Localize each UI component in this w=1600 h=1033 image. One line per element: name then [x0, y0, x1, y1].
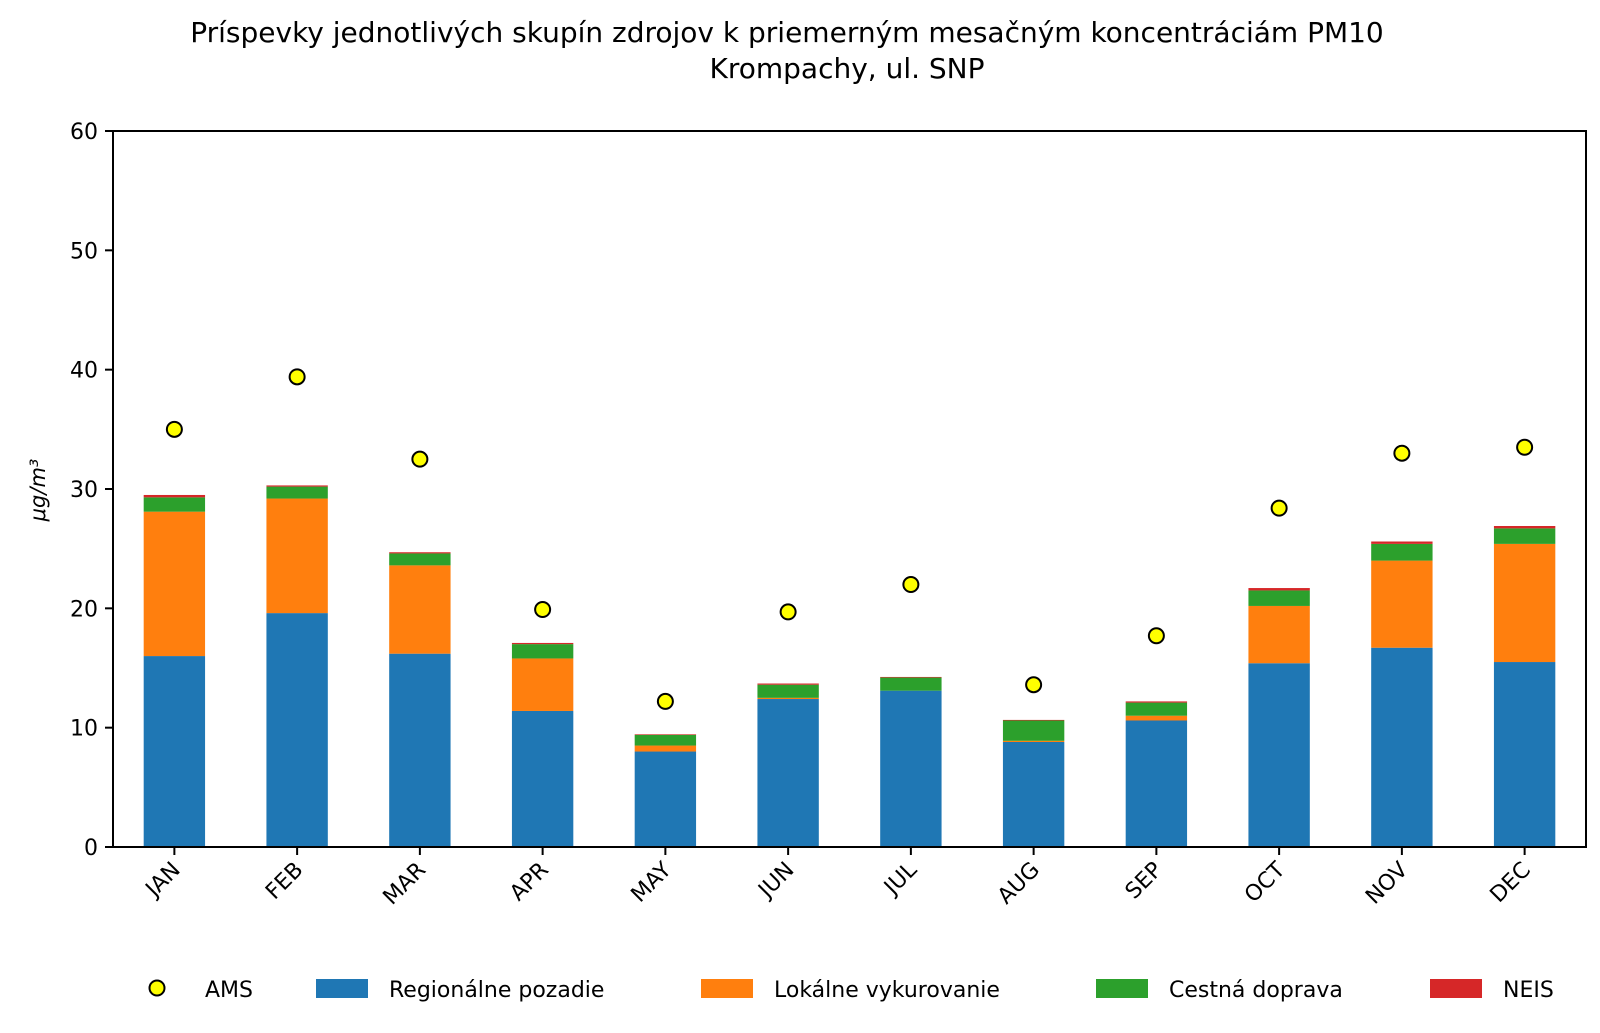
bar-cestná-doprava-may [634, 734, 697, 746]
bar-regionálne-pozadie-mar [389, 653, 451, 847]
bar-cestná-doprava-nov [1371, 543, 1433, 561]
bar-regionálne-pozadie-jun [757, 699, 819, 847]
y-tick-label: 30 [70, 478, 98, 503]
bar-cestná-doprava-jun [757, 684, 819, 698]
ams-marker-may [656, 692, 674, 710]
bar-neis-sep [1125, 701, 1188, 703]
bar-cestná-doprava-jul [880, 677, 942, 691]
bar-neis-may [634, 734, 697, 735]
bar-lokálne-vykurovanie-may [634, 745, 697, 752]
ams-marker-oct [1270, 499, 1288, 517]
y-tick-label: 50 [70, 239, 98, 264]
legend-swatch-lokálne-vykurovanie [701, 979, 753, 998]
bar-cestná-doprava-feb [266, 486, 328, 499]
x-tick-label: APR [505, 858, 554, 907]
y-tick-label: 20 [70, 597, 98, 622]
ams-marker-jun [779, 603, 797, 621]
x-tick-label: FEB [261, 858, 308, 905]
legend-label-cestná-doprava: Cestná doprava [1169, 978, 1343, 1003]
bar-neis-jan [143, 494, 206, 498]
x-tick-label: JUL [878, 857, 922, 901]
x-tick-label: OCT [1240, 857, 1291, 908]
bar-lokálne-vykurovanie-nov [1371, 560, 1433, 648]
ams-marker-sep [1147, 627, 1165, 645]
bar-regionálne-pozadie-sep [1125, 720, 1188, 847]
legend-label-ams: AMS [205, 978, 253, 1003]
legend-label-regionálne-pozadie: Regionálne pozadie [389, 978, 604, 1003]
bar-lokálne-vykurovanie-feb [266, 498, 328, 614]
legend: AMS Regionálne pozadie Lokálne vykurovanie… [148, 978, 1554, 1003]
bar-lokálne-vykurovanie-oct [1248, 605, 1310, 664]
bar-cestná-doprava-dec [1493, 528, 1556, 544]
ams-marker-jul [902, 575, 920, 593]
bar-neis-jul [880, 676, 942, 678]
x-axis: JAN FEB MAR APR MAY JUN JUL AUG SEP OCT NOV DEC [140, 847, 1536, 910]
bar-lokálne-vykurovanie-sep [1125, 715, 1188, 721]
ams-marker-aug [1025, 676, 1043, 694]
bar-neis-mar [389, 552, 451, 554]
bar-cestná-doprava-aug [1002, 720, 1065, 741]
bar-regionálne-pozadie-aug [1002, 741, 1065, 847]
bar-lokálne-vykurovanie-jun [757, 697, 819, 700]
bar-regionálne-pozadie-dec [1493, 662, 1556, 847]
y-axis: 0 10 20 30 40 50 60 [70, 120, 113, 861]
y-tick-label: 40 [70, 359, 98, 384]
bar-regionálne-pozadie-jul [880, 690, 942, 847]
x-tick-label: MAY [627, 857, 677, 907]
bar-neis-oct [1248, 588, 1310, 591]
bar-lokálne-vykurovanie-dec [1493, 543, 1556, 663]
bar-cestná-doprava-mar [389, 553, 451, 566]
bar-layer [143, 485, 1556, 847]
y-tick-label: 60 [70, 120, 98, 145]
ams-marker-mar [411, 450, 429, 468]
plot-frame [112, 130, 1587, 848]
legend-label-neis: NEIS [1503, 978, 1554, 1003]
bar-cestná-doprava-jan [143, 497, 206, 512]
bar-lokálne-vykurovanie-mar [389, 565, 451, 654]
ams-marker-jan [165, 420, 183, 438]
legend-swatch-cestná-doprava [1096, 979, 1148, 998]
bar-cestná-doprava-sep [1125, 702, 1188, 716]
x-tick-label: JUN [753, 858, 800, 905]
bar-neis-aug [1002, 719, 1065, 721]
ams-marker-layer [165, 368, 1534, 710]
bar-neis-dec [1493, 525, 1556, 529]
legend-label-lokálne-vykurovanie: Lokálne vykurovanie [774, 978, 1000, 1003]
chart-title: Príspevky jednotlivých skupín zdrojov k … [190, 16, 1384, 49]
bar-regionálne-pozadie-jan [143, 656, 206, 847]
ams-marker-dec [1516, 438, 1534, 456]
bar-cestná-doprava-apr [511, 644, 574, 659]
bar-neis-apr [511, 642, 574, 645]
legend-swatch-neis [1430, 979, 1482, 998]
legend-swatch-regionálne-pozadie [316, 979, 368, 998]
chart-subtitle: Krompachy, ul. SNP [709, 52, 984, 85]
bar-regionálne-pozadie-oct [1248, 663, 1310, 847]
bar-neis-jun [757, 683, 819, 685]
ams-marker-feb [288, 368, 306, 386]
ams-marker-nov [1393, 444, 1411, 462]
bar-regionálne-pozadie-feb [266, 613, 328, 847]
bar-neis-nov [1371, 541, 1433, 544]
legend-marker-ams [148, 979, 166, 997]
bar-regionálne-pozadie-apr [511, 710, 574, 847]
x-tick-label: DEC [1486, 858, 1536, 908]
x-tick-label: JAN [140, 858, 186, 904]
bar-regionálne-pozadie-nov [1371, 647, 1433, 847]
y-tick-label: 10 [70, 717, 98, 742]
x-tick-label: MAR [379, 858, 432, 911]
bar-lokálne-vykurovanie-jan [143, 511, 206, 657]
x-tick-label: NOV [1361, 858, 1413, 910]
ams-marker-apr [534, 601, 552, 619]
x-tick-label: AUG [993, 858, 1045, 910]
y-axis-label: μg/m³ [26, 459, 50, 523]
bar-cestná-doprava-oct [1248, 590, 1310, 606]
bar-neis-feb [266, 485, 328, 487]
x-tick-label: SEP [1121, 858, 1168, 905]
bar-lokálne-vykurovanie-aug [1002, 740, 1065, 742]
y-tick-label: 0 [84, 836, 98, 861]
bar-lokálne-vykurovanie-apr [511, 658, 574, 711]
bar-regionálne-pozadie-may [634, 751, 697, 847]
